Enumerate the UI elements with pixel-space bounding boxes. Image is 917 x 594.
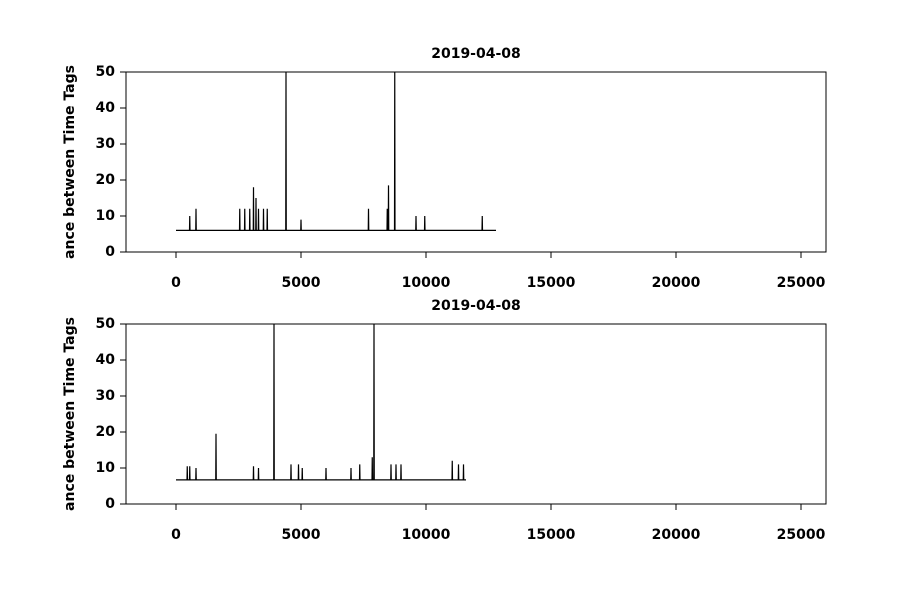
x-tick-label: 10000 — [402, 275, 451, 291]
y-tick-label: 40 — [96, 100, 116, 116]
y-axis-label: ance between Time Tags — [62, 65, 78, 259]
plot-frame — [125, 323, 827, 505]
x-tick-label: 0 — [171, 275, 181, 291]
x-tick-label: 25000 — [777, 275, 826, 291]
x-tick-label: 20000 — [652, 527, 701, 543]
y-tick-label: 10 — [96, 460, 116, 476]
y-tick-label: 50 — [96, 64, 116, 80]
y-axis-label: ance between Time Tags — [62, 317, 78, 511]
y-tick-label: 30 — [96, 136, 116, 152]
y-tick-label: 20 — [96, 424, 116, 440]
x-tick-label: 0 — [171, 527, 181, 543]
y-tick-label: 0 — [105, 244, 115, 260]
y-tick-label: 30 — [96, 388, 116, 404]
y-tick-label: 0 — [105, 496, 115, 512]
x-tick-label: 15000 — [527, 275, 576, 291]
chart-title: 2019-04-08 — [431, 298, 521, 314]
plot-frame — [125, 71, 827, 253]
y-tick-label: 40 — [96, 352, 116, 368]
x-tick-label: 25000 — [777, 527, 826, 543]
x-tick-label: 5000 — [282, 275, 321, 291]
x-tick-label: 5000 — [282, 527, 321, 543]
data-line — [176, 72, 496, 231]
x-tick-label: 10000 — [402, 527, 451, 543]
y-tick-label: 50 — [96, 316, 116, 332]
y-tick-label: 10 — [96, 208, 116, 224]
data-line — [176, 324, 466, 481]
x-tick-label: 20000 — [652, 275, 701, 291]
x-tick-label: 15000 — [527, 527, 576, 543]
y-tick-label: 20 — [96, 172, 116, 188]
chart-title: 2019-04-08 — [431, 46, 521, 62]
